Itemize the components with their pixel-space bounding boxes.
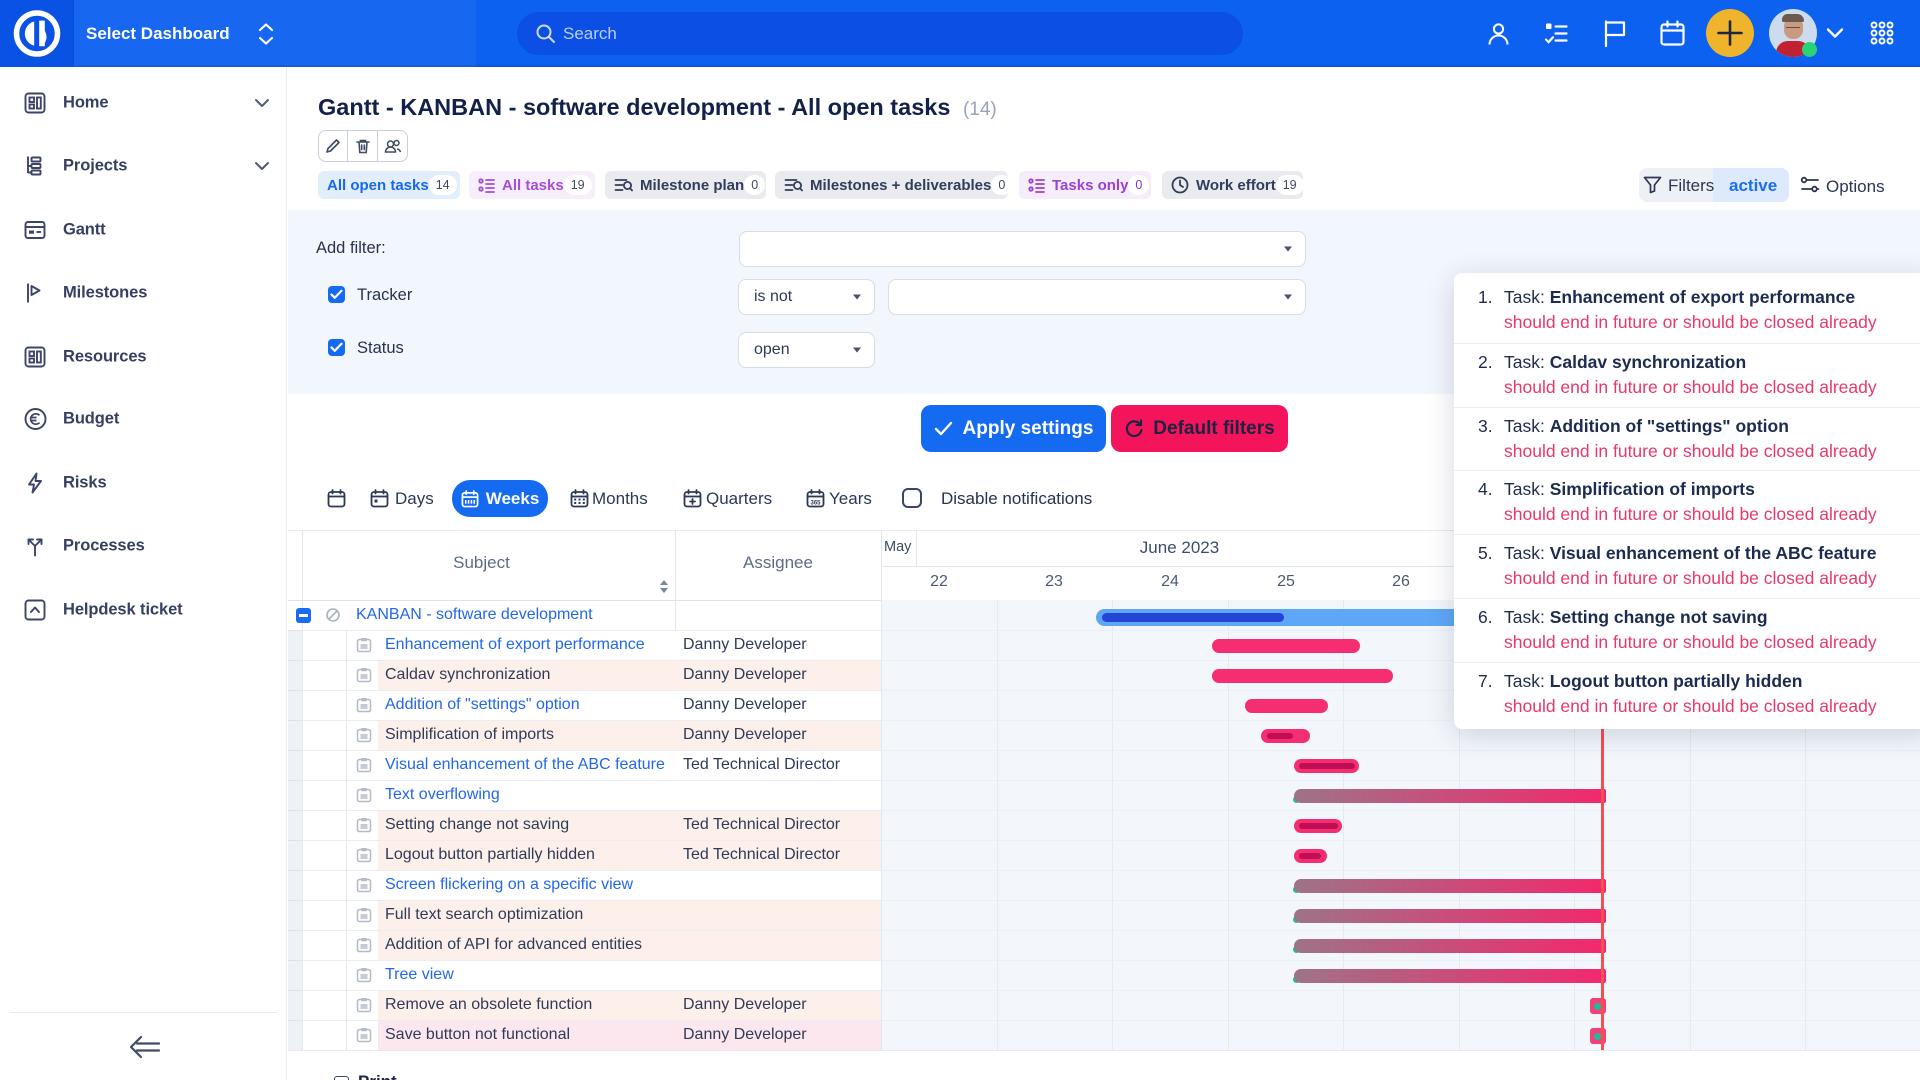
svg-text:365: 365 <box>810 501 821 507</box>
